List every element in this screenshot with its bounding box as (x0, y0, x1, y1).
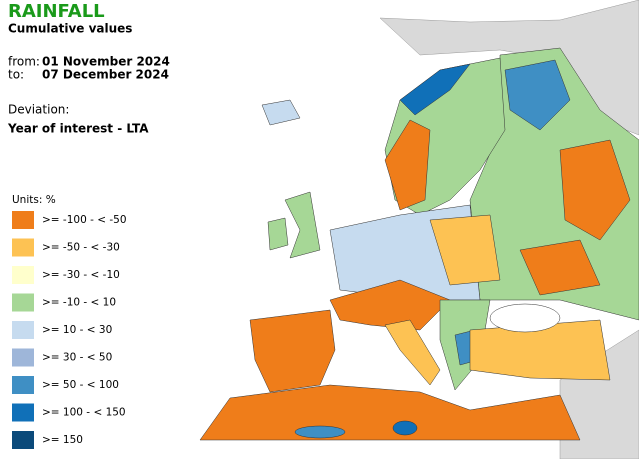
wet-area (504, 59, 571, 131)
north-africa (199, 384, 581, 441)
legend: >= -100 - < -50 >= -50 - < -30 >= -30 - < … (12, 211, 127, 449)
legend-label: >= 150 (42, 434, 83, 446)
legend-swatch (12, 403, 34, 422)
from-label: from: (8, 55, 40, 69)
from-date: 01 November 2024 (42, 55, 170, 69)
legend-units: Units: % (12, 194, 56, 206)
legend-label: >= -30 - < -10 (42, 269, 120, 281)
legend-swatch (12, 238, 34, 257)
legend-swatch (12, 293, 34, 312)
iberia (249, 309, 336, 393)
legend-label: >= -100 - < -50 (42, 214, 127, 226)
legend-swatch (12, 266, 34, 284)
subtitle: Cumulative values (8, 22, 132, 36)
italy (384, 319, 441, 386)
to-label: to: (8, 68, 24, 82)
title: RAINFALL (8, 1, 105, 22)
ireland (267, 217, 289, 251)
map (199, 0, 639, 459)
legend-label: >= 50 - < 100 (42, 379, 119, 391)
deviation-label: Deviation: (8, 103, 69, 117)
land (199, 47, 639, 441)
legend-label: >= -10 - < 10 (42, 297, 116, 309)
alps-dry (329, 279, 451, 331)
legend-swatch (12, 321, 34, 339)
legend-label: >= 10 - < 30 (42, 324, 112, 336)
black-sea (489, 303, 561, 333)
turkey (469, 319, 611, 381)
britain (284, 191, 321, 259)
africa-wet (294, 425, 346, 439)
legend-swatch (12, 348, 34, 367)
iceland (261, 99, 301, 126)
africa-wet (392, 420, 418, 436)
deviation-value: Year of interest - LTA (7, 122, 149, 136)
central-dry (429, 214, 501, 286)
legend-swatch (12, 211, 34, 229)
norway-wet (399, 63, 471, 116)
legend-swatch (12, 376, 34, 394)
legend-label: >= -50 - < -30 (42, 242, 120, 254)
dry-area (559, 139, 631, 241)
to-date: 07 December 2024 (42, 68, 169, 82)
legend-label: >= 100 - < 150 (42, 407, 126, 419)
eastern-europe (469, 47, 639, 321)
legend-swatch (12, 431, 34, 449)
norway-dry (384, 119, 431, 211)
legend-label: >= 30 - < 50 (42, 352, 112, 364)
dry-area (519, 239, 601, 296)
